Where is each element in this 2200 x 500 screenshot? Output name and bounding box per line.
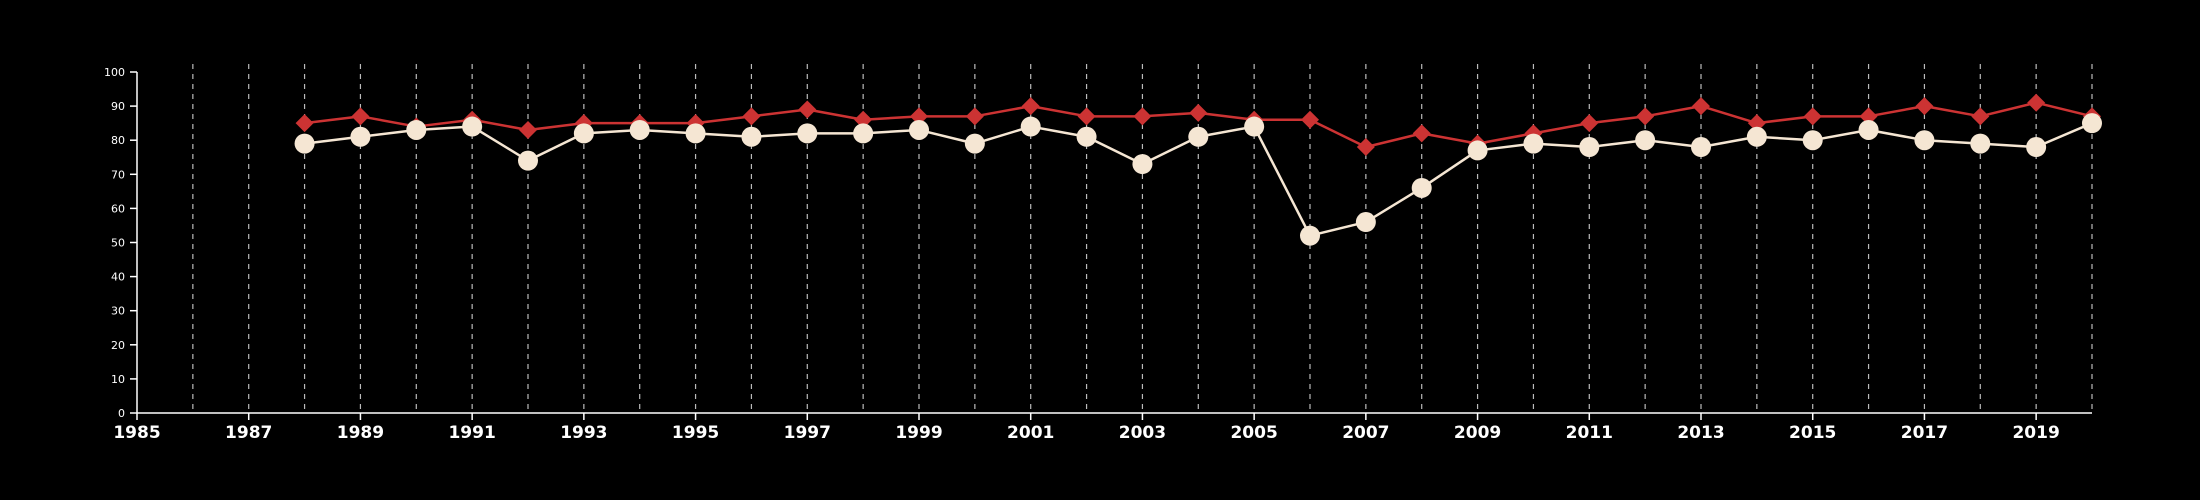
y-tick-label: 40 [111, 271, 125, 284]
x-tick-label: 1989 [337, 423, 384, 443]
data-point [1189, 103, 1208, 122]
x-tick-label: 1993 [560, 423, 607, 443]
data-point [1412, 124, 1431, 143]
data-point [1523, 133, 1544, 154]
x-tick-label: 2017 [1901, 423, 1948, 443]
data-point [1747, 114, 1766, 133]
data-point [1915, 97, 1934, 116]
data-point [1691, 137, 1711, 158]
x-tick-label: 1985 [113, 423, 160, 443]
data-point [1021, 97, 1040, 116]
data-point [1301, 110, 1319, 129]
data-point [351, 107, 370, 126]
y-tick-label: 50 [111, 237, 125, 250]
data-point [462, 116, 483, 137]
data-point [294, 133, 315, 154]
data-point [1076, 126, 1097, 147]
data-point [1188, 126, 1209, 147]
data-point [629, 119, 650, 140]
data-point [742, 107, 761, 126]
data-point [519, 120, 537, 139]
data-point [406, 119, 427, 140]
x-tick-label: 2009 [1454, 423, 1501, 443]
data-point [573, 123, 594, 144]
data-point [2082, 113, 2102, 134]
data-point [1133, 107, 1152, 126]
data-point [1858, 119, 1879, 140]
data-point [2027, 93, 2046, 112]
data-point [1859, 107, 1878, 126]
data-point [1356, 138, 1375, 157]
data-point [798, 100, 817, 119]
data-point [853, 123, 874, 144]
axes: 0 10 20 30 40 50 60 70 80 90 100 1985 1987 1989 1991 19… [104, 66, 2092, 443]
data-point [1020, 116, 1041, 137]
data-point [1467, 140, 1488, 161]
y-tick-label: 60 [111, 202, 125, 215]
y-tick-label: 0 [118, 407, 125, 420]
data-point [1914, 130, 1935, 151]
y-tick-label: 90 [111, 100, 125, 113]
x-tick-label: 2013 [1677, 423, 1724, 443]
x-tick-label: 2007 [1342, 423, 1389, 443]
data-point [964, 133, 985, 154]
data-point [910, 107, 928, 126]
y-tick-label: 100 [104, 66, 125, 79]
data-point [1746, 126, 1767, 147]
data-point [1803, 107, 1822, 126]
y-tick-label: 80 [111, 134, 125, 147]
data-point [518, 150, 538, 171]
data-point [1971, 107, 1990, 126]
y-tick-label: 70 [111, 168, 125, 181]
data-point [1300, 225, 1320, 246]
data-point [1635, 130, 1656, 151]
x-tick-label: 1997 [784, 423, 831, 443]
x-tick-label: 1995 [672, 423, 719, 443]
series-group [294, 93, 2102, 246]
x-tick-label: 1987 [225, 423, 272, 443]
x-tick-label: 2003 [1119, 423, 1166, 443]
x-tick-label: 2011 [1566, 423, 1613, 443]
data-point [965, 107, 984, 126]
data-point [1636, 107, 1655, 126]
data-point [741, 126, 762, 147]
data-point [1132, 154, 1153, 175]
data-point [1692, 97, 1710, 116]
x-tick-label: 2019 [2012, 423, 2059, 443]
y-tick-label: 20 [111, 339, 125, 352]
data-point [1580, 114, 1599, 133]
x-tick-label: 2001 [1007, 423, 1054, 443]
data-point [1077, 107, 1096, 126]
data-point [1970, 133, 1991, 154]
x-tick-label: 2015 [1789, 423, 1836, 443]
data-point [909, 119, 929, 140]
y-tick-label: 10 [111, 373, 125, 386]
data-point [685, 123, 706, 144]
y-tick-label: 30 [111, 305, 125, 318]
x-tick-label: 2005 [1230, 423, 1277, 443]
data-point [350, 126, 371, 147]
data-point [1355, 212, 1376, 233]
data-point [2026, 137, 2047, 158]
data-point [295, 114, 314, 133]
data-point [1802, 130, 1823, 151]
x-tick-label: 1991 [448, 423, 495, 443]
data-point [797, 123, 818, 144]
data-point [1244, 116, 1265, 137]
data-point [1411, 177, 1432, 198]
series-2 [294, 113, 2102, 246]
data-point [854, 110, 873, 129]
x-tick-label: 1999 [895, 423, 942, 443]
data-point [1579, 137, 1600, 158]
